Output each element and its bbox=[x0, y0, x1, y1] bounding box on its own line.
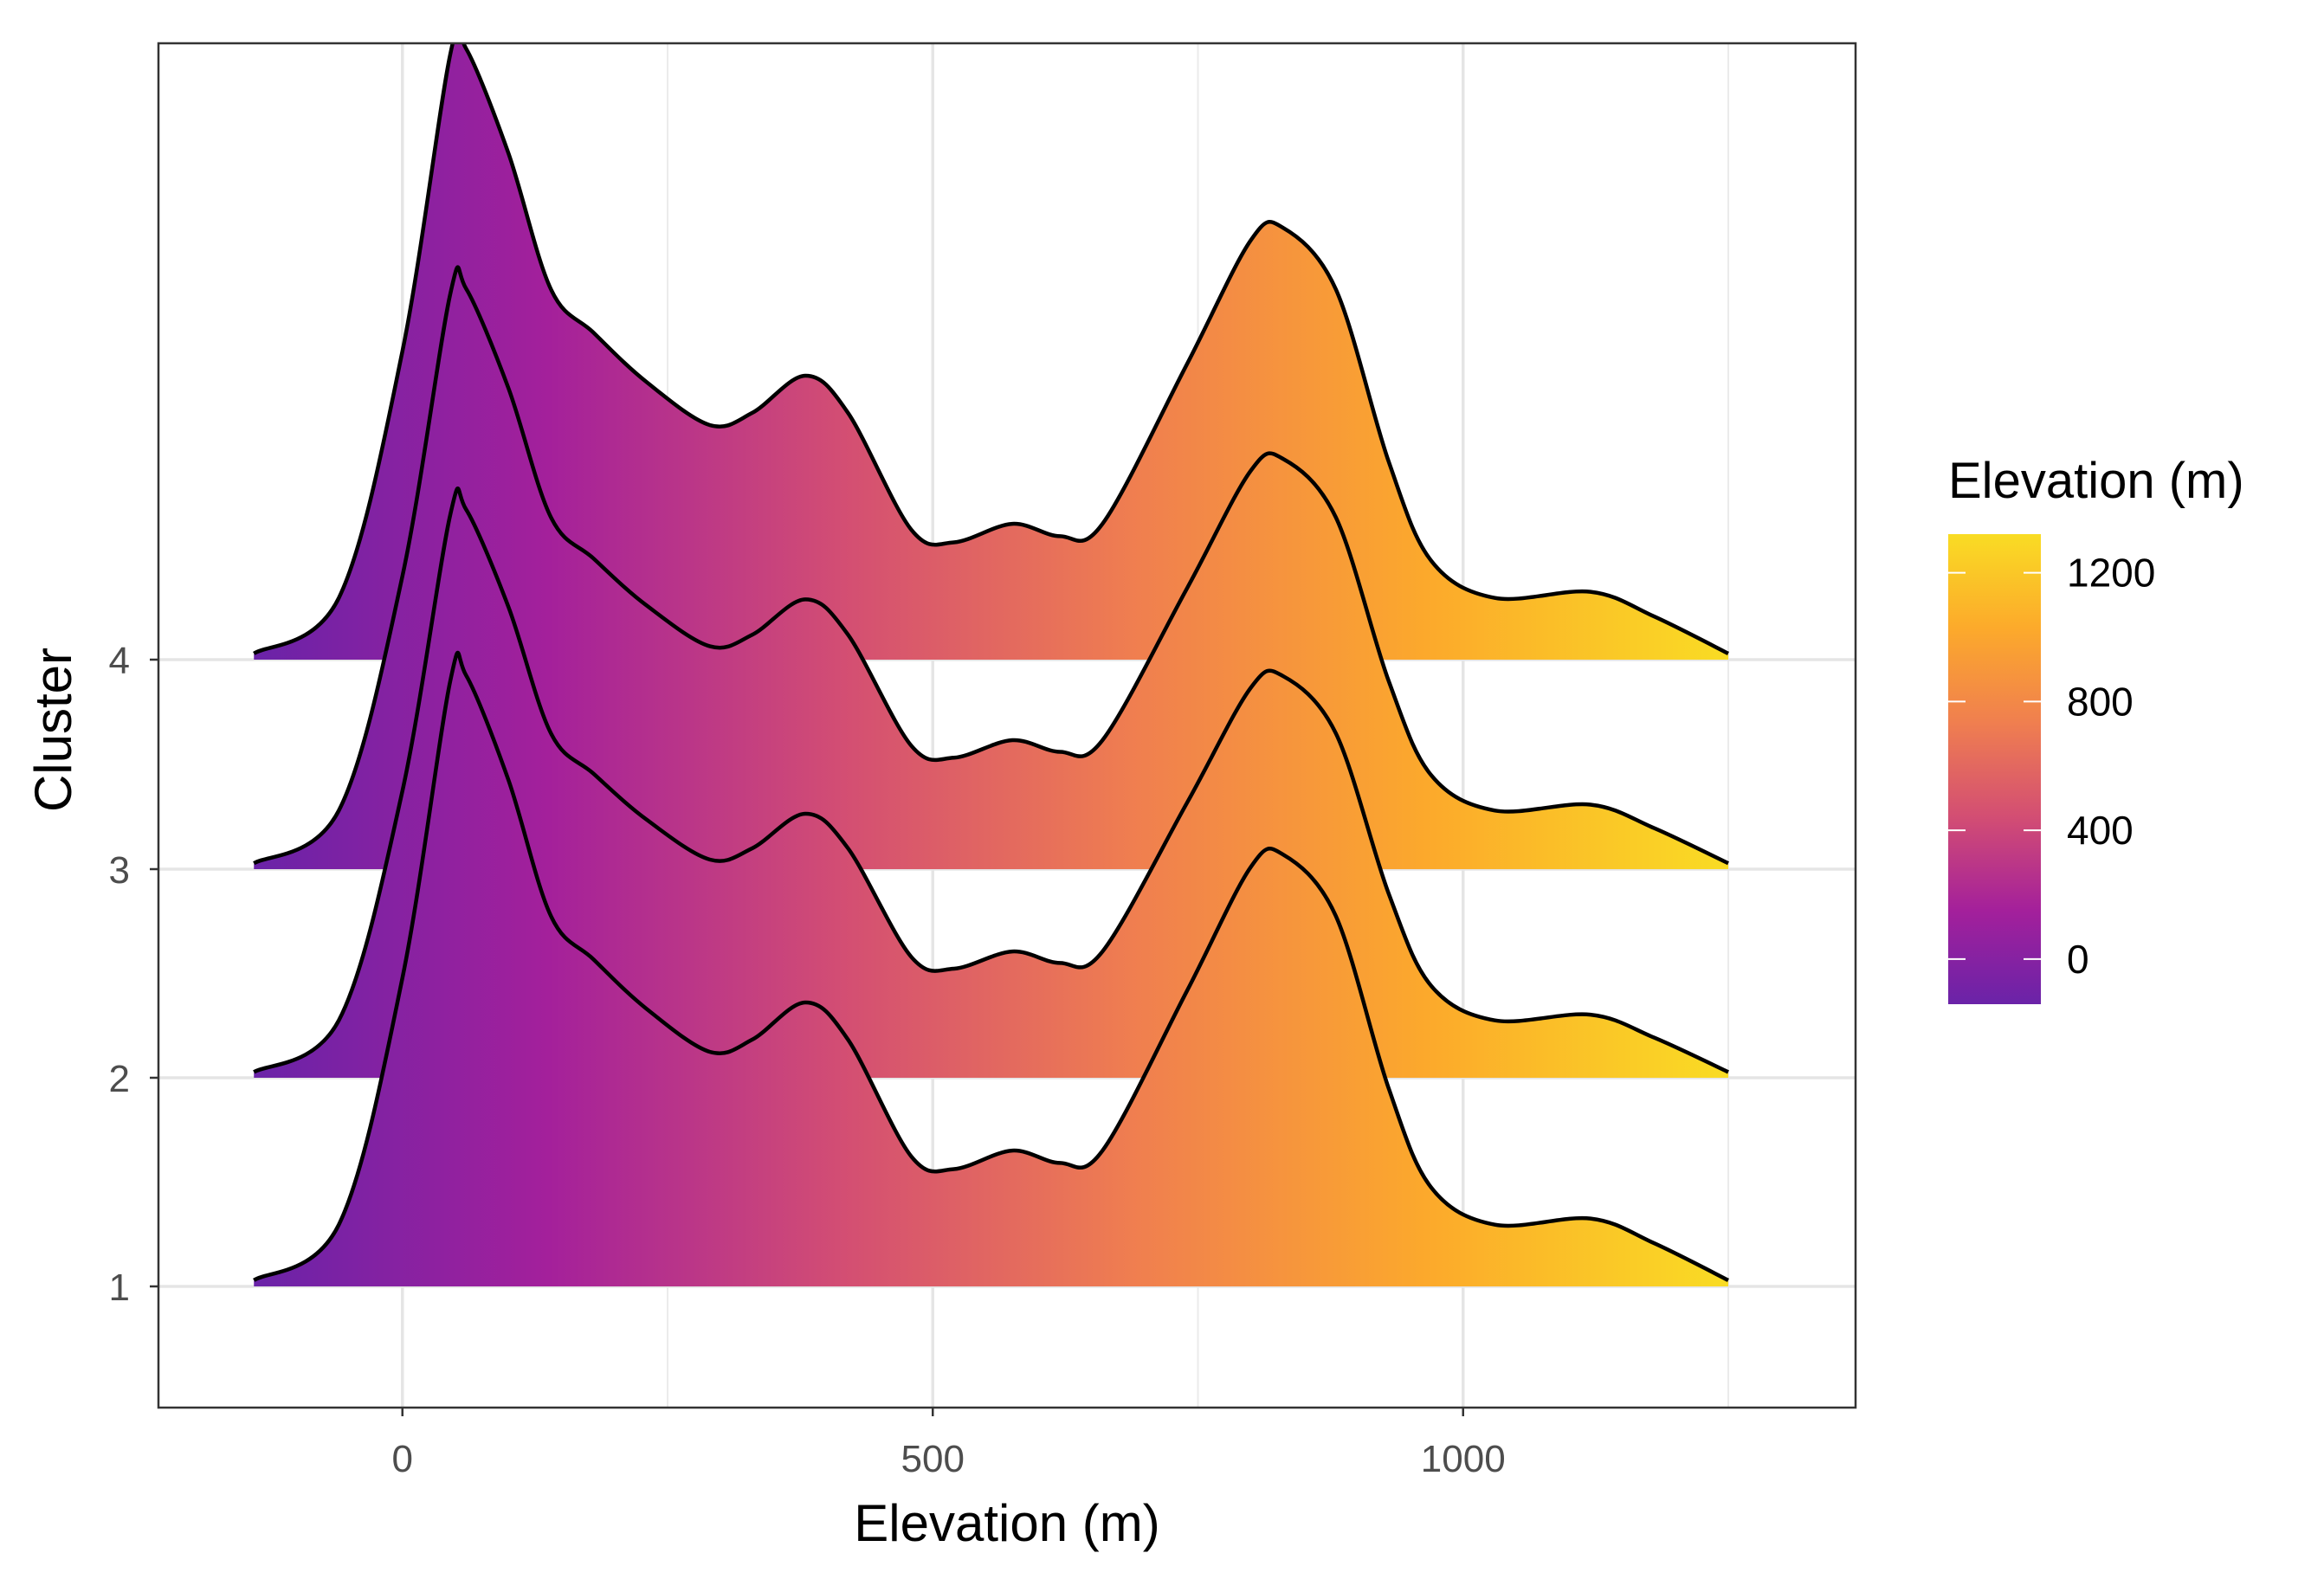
x-tick-label: 0 bbox=[392, 1438, 413, 1480]
legend-tick-label: 400 bbox=[2067, 808, 2134, 853]
ridge-fill-cluster-1 bbox=[254, 653, 1728, 1286]
ridge-fill-cluster-2 bbox=[254, 488, 1728, 1078]
ridge-line-cluster-1 bbox=[253, 650, 1730, 1282]
y-tick-label: 3 bbox=[109, 849, 130, 892]
ridges bbox=[253, 43, 1730, 1286]
plot-panel-border bbox=[157, 42, 1857, 1409]
y-axis-title: Cluster bbox=[24, 648, 82, 812]
ridge-cluster-1 bbox=[253, 650, 1730, 1286]
ridge-cluster-2 bbox=[253, 487, 1729, 1078]
y-tick-label: 4 bbox=[109, 640, 130, 682]
y-axis: 1 2 3 4 bbox=[109, 640, 158, 1309]
x-axis-title: Elevation (m) bbox=[854, 1494, 1159, 1552]
legend-tick-label: 0 bbox=[2067, 937, 2089, 982]
ridge-fill-cluster-3 bbox=[254, 267, 1728, 869]
ridge-fill-cluster-4 bbox=[254, 43, 1728, 660]
ridge-cluster-4 bbox=[253, 43, 1730, 660]
y-tick-label: 2 bbox=[109, 1058, 130, 1100]
ridge-line-cluster-2 bbox=[253, 487, 1729, 1074]
legend-colorbar bbox=[1948, 534, 2041, 1004]
ridge-cluster-3 bbox=[253, 265, 1729, 869]
legend-ticks: 0 400 800 1200 bbox=[1948, 551, 2155, 982]
ridge-line-cluster-4 bbox=[253, 43, 1730, 655]
legend-tick-label: 1200 bbox=[2067, 551, 2155, 596]
legend-title: Elevation (m) bbox=[1948, 453, 2244, 509]
color-legend: Elevation (m) 0 400 800 1200 bbox=[1948, 453, 2244, 1004]
x-axis: 0 500 1000 bbox=[392, 1408, 1506, 1480]
y-tick-label: 1 bbox=[109, 1266, 130, 1309]
x-tick-label: 500 bbox=[901, 1438, 965, 1480]
x-tick-label: 1000 bbox=[1421, 1438, 1506, 1480]
ridge-line-cluster-3 bbox=[253, 265, 1729, 866]
legend-tick-label: 800 bbox=[2067, 679, 2134, 724]
